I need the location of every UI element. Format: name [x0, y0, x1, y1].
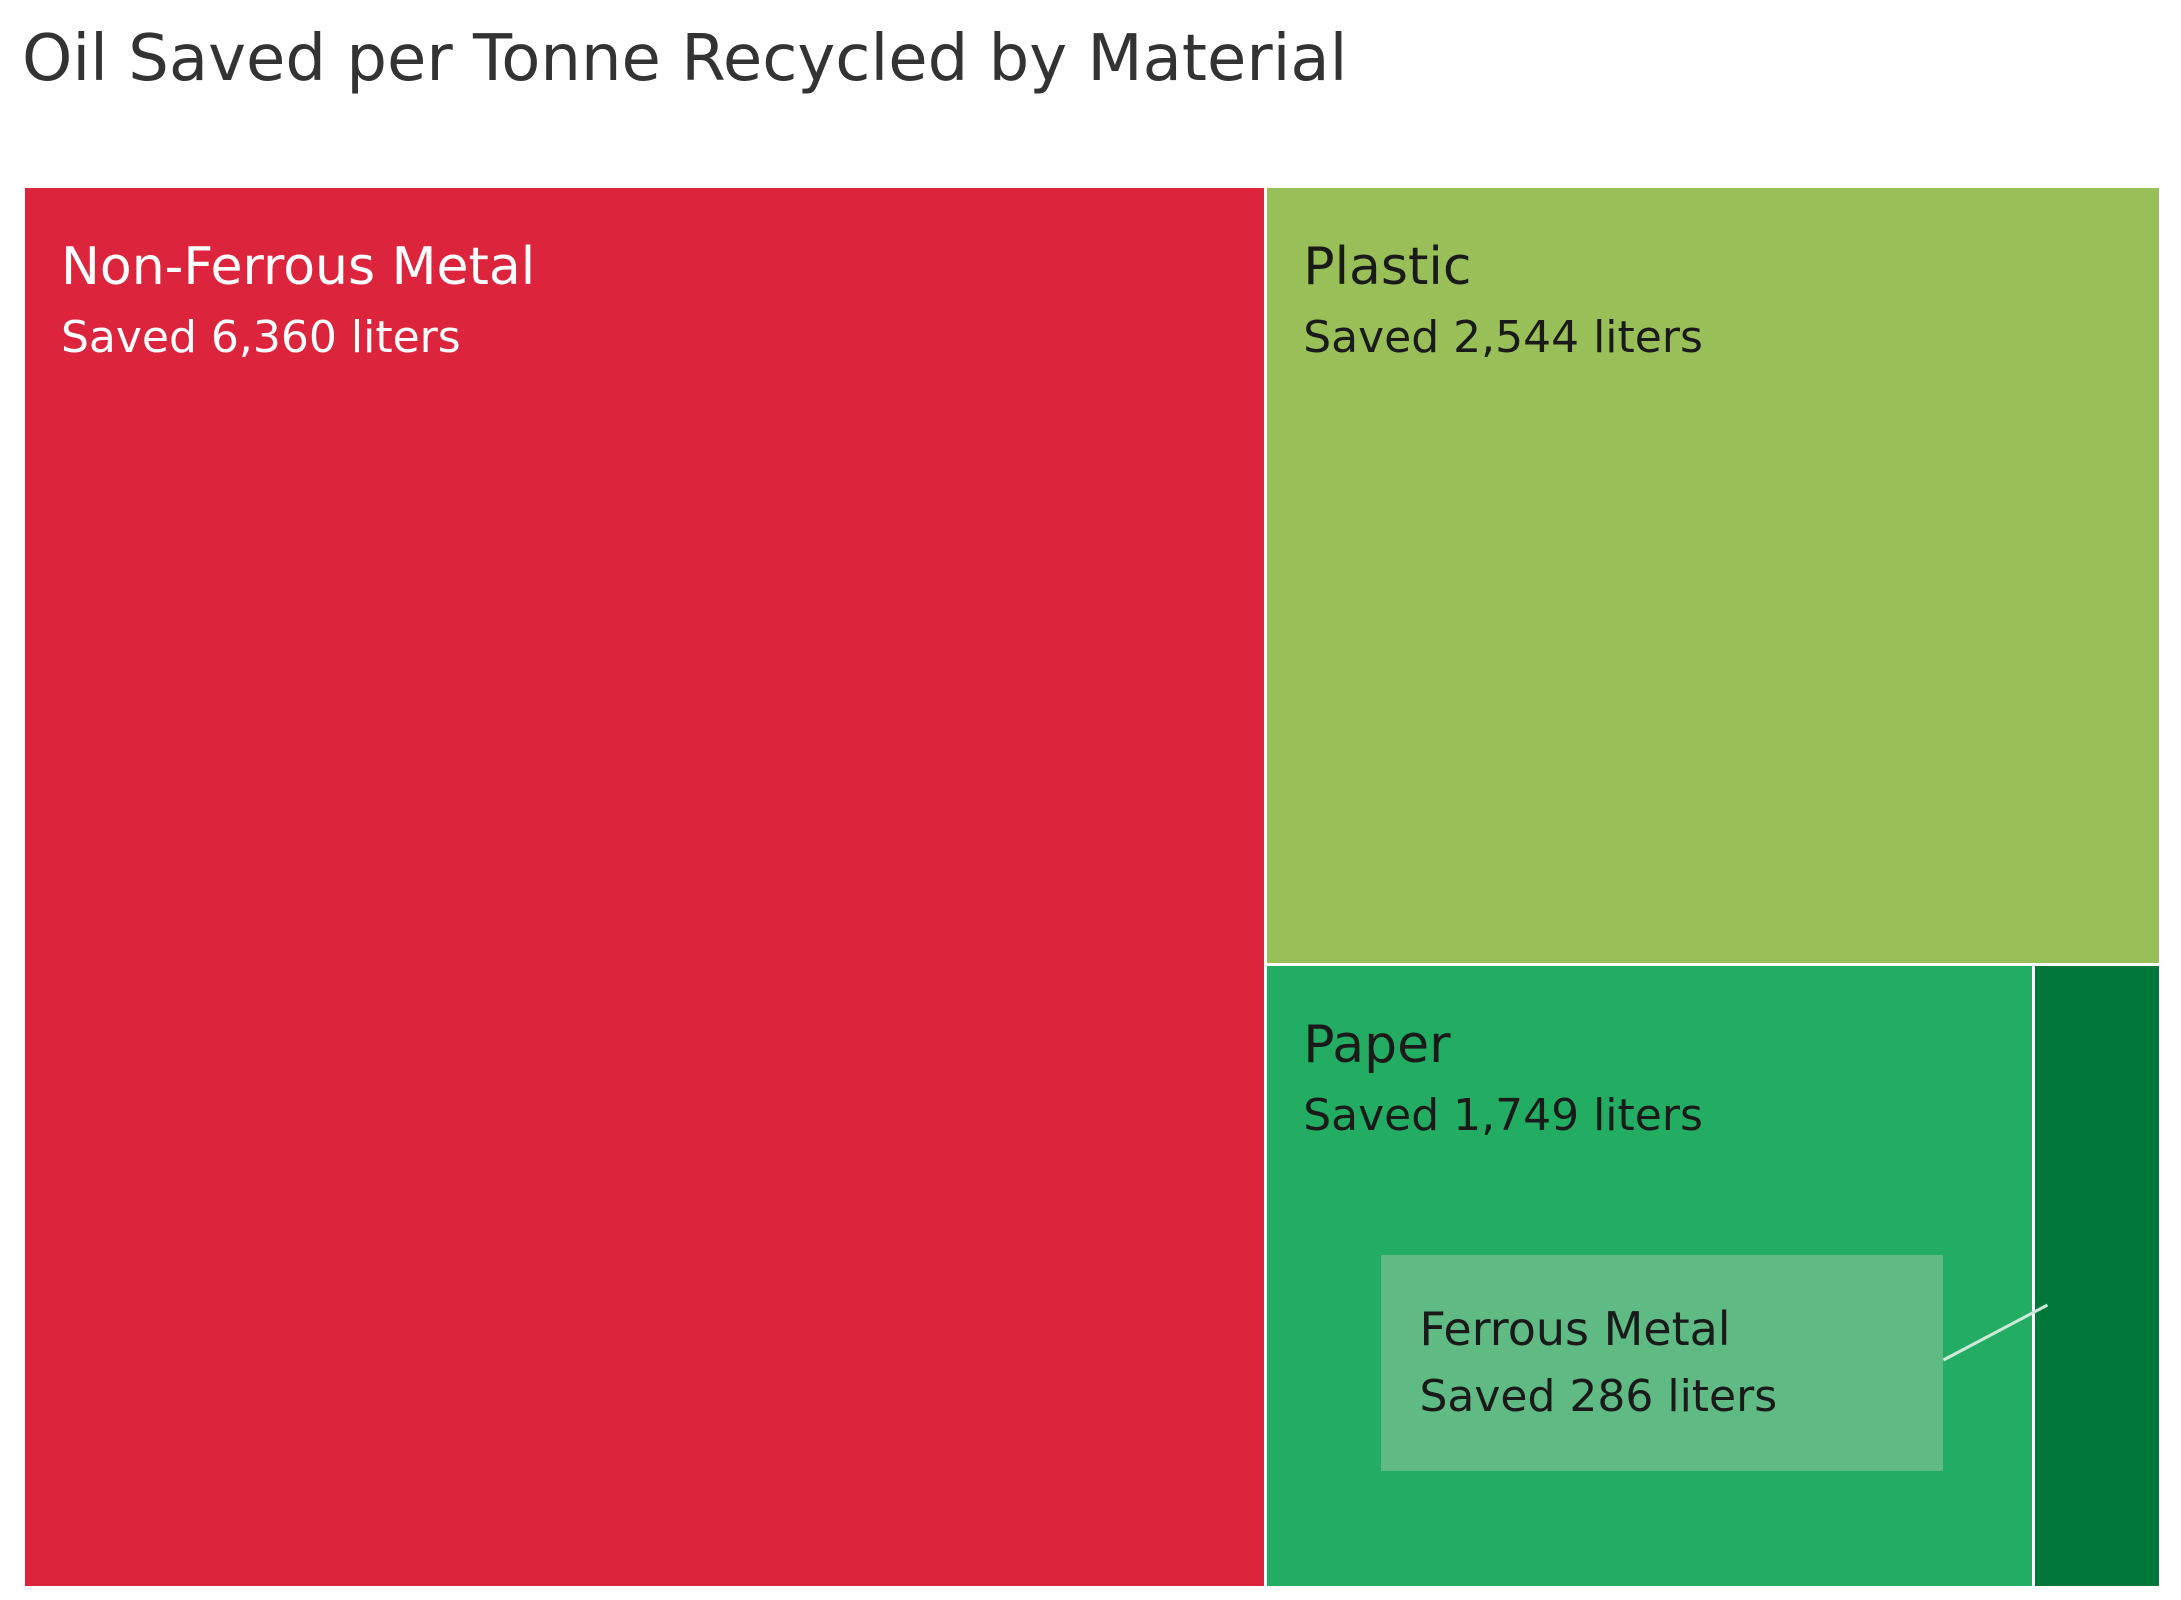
- tile-text-paper: Paper Saved 1,749 liters: [1303, 1008, 1703, 1150]
- tile-value-plastic: Saved 2,544 liters: [1303, 312, 1703, 363]
- tile-label-ferrous-metal: Ferrous Metal: [1419, 1302, 1731, 1356]
- tile-value-non-ferrous-metal: Saved 6,360 liters: [61, 312, 461, 363]
- tile-label-paper: Paper: [1303, 1015, 1451, 1076]
- tile-text-plastic: Plastic Saved 2,544 liters: [1303, 230, 1703, 372]
- tile-value-paper: Saved 1,749 liters: [1303, 1090, 1703, 1142]
- tile-label-plastic: Plastic: [1303, 237, 1472, 297]
- treemap-chart: Non-Ferrous Metal Saved 6,360 liters Plast…: [25, 188, 2159, 1586]
- tile-value-ferrous-metal: Saved 286 liters: [1419, 1371, 1778, 1422]
- tile-plastic[interactable]: Plastic Saved 2,544 liters: [1267, 188, 2159, 964]
- tile-ferrous-metal[interactable]: [2034, 966, 2159, 1586]
- chart-title: Oil Saved per Tonne Recycled by Material: [22, 22, 1348, 96]
- tile-non-ferrous-metal[interactable]: Non-Ferrous Metal Saved 6,360 liters: [25, 188, 1265, 1586]
- tile-text-non-ferrous-metal: Non-Ferrous Metal Saved 6,360 liters: [61, 230, 535, 372]
- tile-label-non-ferrous-metal: Non-Ferrous Metal: [61, 237, 536, 297]
- callout-ferrous-metal: Ferrous Metal Saved 286 liters: [1381, 1255, 1944, 1471]
